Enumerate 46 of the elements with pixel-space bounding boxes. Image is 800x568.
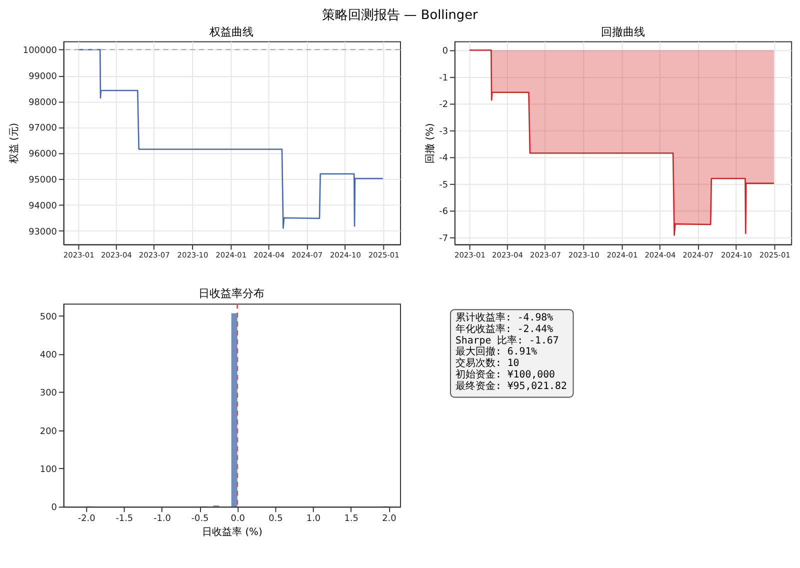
text: 最终资金: ¥95,021.82 bbox=[455, 380, 567, 392]
text: 年化收益率: -2.44% bbox=[455, 322, 554, 335]
x-tick-label: 1.0 bbox=[306, 514, 321, 524]
text: 初始资金: ¥100,000 bbox=[455, 368, 556, 380]
y-tick-label: 400 bbox=[40, 350, 58, 361]
x-tick-label: -1.0 bbox=[154, 514, 172, 524]
y-tick-label: -7 bbox=[439, 234, 448, 244]
x-tick-label: -0.5 bbox=[191, 514, 209, 524]
y-tick-label: 93000 bbox=[28, 227, 58, 238]
y-tick-label: -6 bbox=[439, 207, 448, 218]
y-tick-label: 200 bbox=[40, 426, 58, 437]
y-tick-label: -4 bbox=[439, 154, 448, 164]
text: Sharpe 比率: -1.67 bbox=[455, 334, 559, 346]
y-tick-label: 98000 bbox=[28, 98, 58, 108]
text: 最大回撤: 6.91% bbox=[455, 346, 538, 358]
y-tick-label: 100000 bbox=[22, 46, 58, 56]
x-tick-label: 0.5 bbox=[268, 514, 283, 524]
chart-title: 回撤曲线 bbox=[600, 25, 645, 38]
x-axis-title: 日收益率 (%) bbox=[202, 526, 262, 538]
chart-title: 日收益率分布 bbox=[198, 287, 265, 300]
x-tick-label: 1.5 bbox=[344, 514, 358, 524]
y-tick-label: 500 bbox=[40, 312, 58, 322]
chart-title: 权益曲线 bbox=[208, 25, 254, 38]
y-tick-label: 95000 bbox=[28, 176, 58, 186]
line-series bbox=[78, 48, 384, 229]
text: 策略回测报告 — Bollinger bbox=[322, 8, 479, 24]
text: 累计收益率: -4.98% bbox=[455, 312, 554, 324]
y-tick-label: 0 bbox=[442, 46, 448, 57]
y-tick-label: 0 bbox=[51, 503, 58, 514]
y-tick-label: 300 bbox=[40, 388, 58, 399]
x-tick-label: 0.0 bbox=[230, 514, 246, 524]
y-axis-title: 权益 (元) bbox=[8, 122, 20, 165]
y-axis-title: 回撤 (%) bbox=[424, 123, 436, 164]
y-tick-label: -2 bbox=[439, 100, 448, 110]
y-tick-label: -3 bbox=[439, 126, 448, 137]
y-tick-label: 94000 bbox=[28, 201, 58, 212]
x-tick-label: 2.0 bbox=[382, 514, 397, 524]
y-tick-label: -1 bbox=[439, 73, 448, 84]
x-tick-label: -1.5 bbox=[116, 514, 134, 524]
text: 交易次数: 10 bbox=[455, 357, 520, 370]
x-tick-label: -2.0 bbox=[78, 514, 96, 524]
y-tick-label: 96000 bbox=[28, 150, 58, 160]
y-tick-label: 100 bbox=[40, 464, 58, 475]
y-tick-label: 99000 bbox=[28, 72, 58, 82]
y-tick-label: 97000 bbox=[28, 124, 58, 134]
y-tick-label: -5 bbox=[439, 180, 448, 190]
